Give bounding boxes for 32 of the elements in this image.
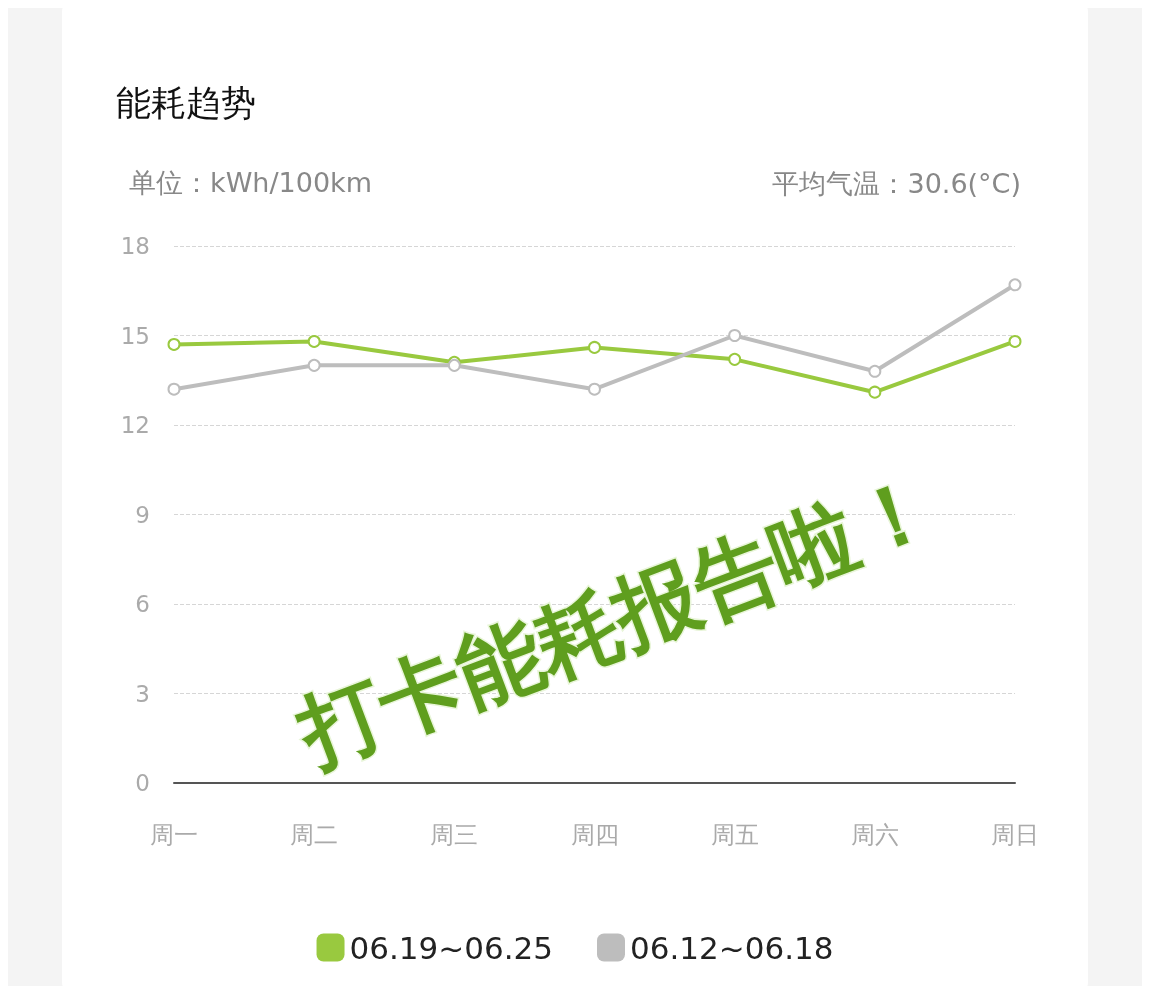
point [588, 340, 601, 354]
y-tick-label: 9 [135, 501, 150, 528]
x-tick-label: 周二 [290, 821, 339, 849]
point [728, 329, 742, 342]
point [868, 385, 882, 399]
y-tick-label: 3 [135, 680, 150, 707]
point [868, 364, 882, 378]
y-tick-label: 18 [120, 233, 150, 259]
point [728, 352, 742, 366]
x-tick-label: 周六 [850, 821, 899, 849]
point [307, 358, 321, 372]
annotation: 打卡能耗报告啦！ [283, 455, 950, 786]
legend-label: 06.19~06.25 [349, 929, 553, 966]
x-tick-label: 周三 [430, 821, 479, 849]
x-tick-label: 周一 [150, 821, 198, 849]
y-tick-label: 15 [120, 322, 150, 349]
y-tick-label: 12 [120, 412, 150, 438]
point [1008, 278, 1022, 292]
legend-label: 06.12~06.18 [630, 929, 834, 966]
y-axis-title: 单位：kWh/100km [129, 167, 373, 198]
point [1008, 334, 1022, 348]
y-tick-label: 6 [135, 591, 150, 617]
point [167, 337, 181, 351]
y-tick-label: 0 [135, 770, 150, 796]
point [167, 382, 181, 396]
point [588, 382, 601, 396]
x-tick-label: 周日 [991, 821, 1039, 849]
x-tick-label: 周五 [710, 821, 759, 849]
chart-title: 能耗趋势 [116, 82, 256, 123]
point [307, 334, 321, 348]
x-tick-label: 周四 [570, 821, 619, 849]
text: 平均气温：30.6(°C) [772, 168, 1022, 199]
